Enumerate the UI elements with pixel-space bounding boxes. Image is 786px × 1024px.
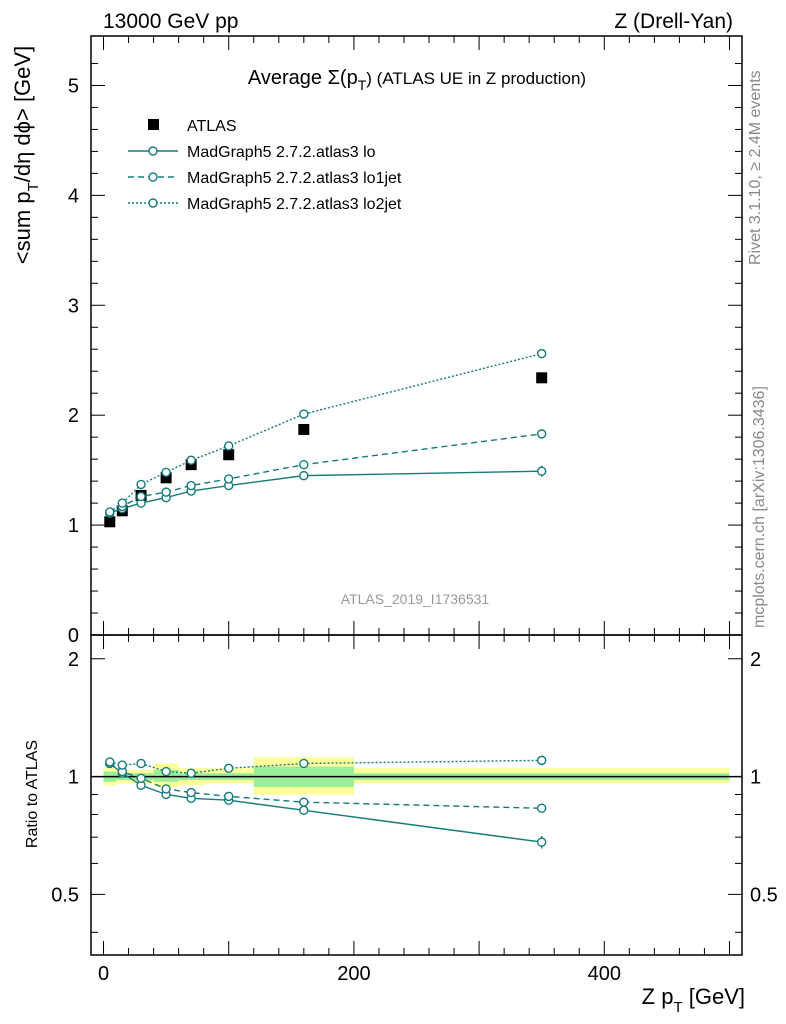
atlas-data-point [536, 372, 548, 384]
atlas-data-point [223, 449, 235, 461]
mc-point [136, 491, 146, 502]
atlas-data-point [298, 423, 310, 435]
ratio-y-tick-label: 2 [68, 649, 79, 671]
atlas-data-point [160, 472, 172, 484]
x-tick-label: 200 [337, 963, 370, 985]
ratio-point [224, 791, 234, 802]
mc-point [299, 459, 309, 470]
y-tick-label: 3 [68, 295, 79, 317]
mc-point [186, 455, 196, 465]
mc-point [161, 467, 171, 478]
legend-label: MadGraph5 2.7.2.atlas3 lo [187, 144, 376, 161]
ratio-point [161, 784, 171, 794]
mc-point [299, 409, 309, 419]
ratio-y-tick-label: 1 [68, 767, 79, 789]
y-tick-label: 2 [68, 405, 79, 427]
ratio-point [186, 787, 196, 798]
ratio-point [117, 760, 127, 770]
mc-point [536, 348, 547, 359]
mc-point [136, 479, 146, 490]
ratio-point [536, 803, 547, 813]
mcplots-label: mcplots.cern.ch [arXiv:1306.3436] [751, 386, 768, 628]
ratio-point [299, 797, 309, 807]
ratio-point [105, 757, 115, 767]
legend-label: ATLAS [187, 118, 237, 135]
series-line-3 [109, 352, 542, 513]
y-tick-label: 1 [68, 515, 79, 537]
series-line-2 [109, 433, 542, 514]
mc-point [536, 429, 547, 439]
ratio-point [224, 763, 234, 773]
ratio-point [536, 755, 547, 766]
main-panel: 1 2 3 4 5 0 Average Σ(pT) (ATLAS UE in Z prod… [10, 35, 743, 955]
main-ylabel: <sum pT/dη dϕ> [GeV] [10, 46, 42, 264]
y-tick-label: 4 [68, 185, 79, 207]
process-label: Z (Drell-Yan) [614, 10, 733, 33]
ratio-point [161, 766, 171, 777]
ratio-point [299, 805, 309, 815]
legend-marker [148, 119, 159, 130]
y-tick-label: 0 [68, 625, 79, 647]
legend-label: MadGraph5 2.7.2.atlas3 lo2jet [187, 196, 402, 213]
legend-marker [148, 198, 158, 208]
ratio-y-tick-label-right: 2 [750, 649, 761, 671]
ratio-frame [90, 634, 743, 956]
mc-point [117, 498, 127, 508]
x-tick-label: 0 [98, 963, 109, 985]
rivet-label: Rivet 3.1.10, ≥ 2.4M events [747, 70, 764, 265]
main-title: Average Σ(pT) (ATLAS UE in Z production) [248, 67, 586, 93]
mc-point [105, 507, 115, 517]
ratio-panel: 0.5 0.5 1 1 2 2 0 200 400 Ratio to ATLAS Z pT [… [24, 634, 778, 1016]
series-line-1 [109, 470, 542, 514]
legend-marker [148, 172, 158, 182]
mc-point [299, 470, 309, 481]
x-axis-label: Z pT [GeV] [642, 984, 745, 1016]
mc-point [186, 480, 196, 491]
ratio-y-tick-label-right: 1 [750, 767, 761, 789]
mc-point [536, 466, 547, 476]
mc-point [224, 474, 234, 484]
ratio-point [299, 758, 309, 769]
ratio-y-tick-label: 0.5 [51, 884, 79, 906]
analysis-label: ATLAS_2019_I1736531 [341, 591, 490, 607]
atlas-data-point [104, 516, 116, 528]
legend-label: MadGraph5 2.7.2.atlas3 lo1jet [187, 170, 402, 187]
ratio-point [136, 758, 146, 769]
mc-point [224, 441, 234, 451]
ratio-point [186, 768, 196, 778]
legend-marker [148, 146, 158, 156]
mc-point [161, 487, 171, 497]
energy-label: 13000 GeV pp [103, 10, 238, 33]
ratio-y-tick-label-right: 0.5 [750, 884, 778, 906]
x-tick-label: 400 [588, 963, 621, 985]
ratio-point [136, 773, 146, 783]
legend: ATLAS MadGraph5 2.7.2.atlas3 lo MadGraph5 … [128, 118, 402, 213]
ratio-line-1 [109, 762, 542, 809]
ratio-ylabel: Ratio to ATLAS [24, 740, 41, 848]
y-tick-label: 5 [68, 75, 79, 97]
ratio-point [536, 837, 547, 847]
